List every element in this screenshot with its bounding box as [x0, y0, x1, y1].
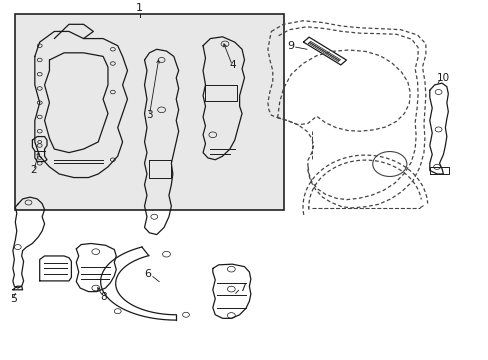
Text: 9: 9 [286, 41, 294, 51]
Text: 3: 3 [146, 110, 152, 120]
Text: 1: 1 [136, 3, 143, 13]
Text: 5: 5 [10, 294, 18, 305]
Text: 8: 8 [100, 292, 106, 302]
Text: 7: 7 [239, 283, 246, 293]
Text: 6: 6 [144, 270, 151, 279]
Text: 4: 4 [228, 60, 235, 70]
Bar [15, 14, 283, 210]
Text: 2: 2 [30, 166, 37, 175]
Text: 10: 10 [435, 73, 448, 83]
